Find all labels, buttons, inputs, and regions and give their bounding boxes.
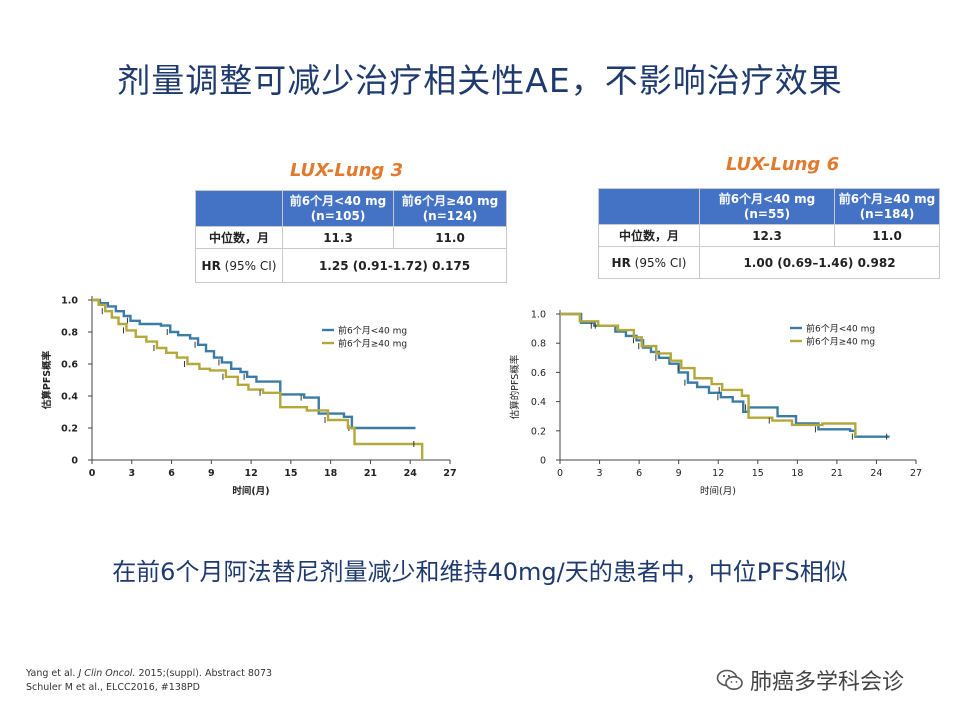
col2-n: (n=124) (422, 208, 478, 223)
col1-n: (n=55) (743, 206, 791, 221)
legend-label: 前6个月<40 mg (338, 325, 407, 337)
hr-label-rest: (95% CI) (630, 255, 687, 270)
table-header-col2: 前6个月≥40 mg (n=124) (393, 190, 507, 227)
stats-table-lux-lung-3: 前6个月<40 mg (n=105) 前6个月≥40 mg (n=124) 中位… (195, 190, 507, 283)
x-tick-label: 18 (324, 468, 338, 479)
y-tick-label: 0 (540, 456, 546, 467)
stats-table-lux-lung-6: 前6个月<40 mg (n=55) 前6个月≥40 mg (n=184) 中位数… (598, 188, 940, 279)
reference-2: Schuler M et al., ELCC2016, #138PD (26, 682, 200, 693)
series-line (92, 298, 424, 460)
page-title: 剂量调整可减少治疗相关性AE，不影响治疗效果 (117, 61, 843, 100)
hr-row-label: HR (95% CI) (195, 248, 283, 283)
hr-label-bold: HR (611, 255, 631, 270)
y-tick-label: 0.8 (61, 328, 78, 339)
x-tick-label: 18 (791, 468, 803, 479)
median-value-col1: 12.3 (699, 224, 835, 247)
y-tick-label: 0 (71, 456, 78, 467)
series-line (560, 312, 857, 437)
x-tick-label: 24 (404, 468, 418, 479)
y-tick-label: 0.6 (61, 360, 78, 371)
table-header-col1: 前6个月<40 mg (n=105) (282, 190, 394, 227)
y-tick-label: 0.2 (531, 426, 546, 437)
median-value-col2: 11.0 (834, 224, 940, 247)
x-tick-label: 3 (128, 468, 135, 479)
median-row-label: 中位数，月 (598, 224, 700, 247)
brand-name: 肺癌多学科会诊 (750, 670, 905, 695)
x-tick-label: 21 (831, 468, 843, 479)
summary-text: 在前6个月阿法替尼剂量减少和维持40mg/天的患者中，中位PFS相似 (112, 558, 848, 586)
col2-label: 前6个月≥40 mg (401, 193, 499, 208)
hr-value: 1.00 (0.69–1.46) 0.982 (699, 246, 940, 279)
y-axis-label: 估算PFS概率 (41, 350, 53, 410)
hr-label-bold: HR (201, 258, 221, 273)
series-line (92, 298, 416, 430)
x-tick-label: 15 (752, 468, 764, 479)
x-tick-label: 0 (557, 468, 563, 479)
x-tick-label: 27 (443, 468, 456, 479)
brand-watermark: 肺癌多学科会诊 (716, 664, 904, 696)
x-tick-label: 9 (676, 468, 682, 479)
col1-label: 前6个月<40 mg (718, 191, 816, 206)
table-header-col1: 前6个月<40 mg (n=55) (699, 188, 835, 225)
y-tick-label: 1.0 (61, 296, 78, 307)
ref1-journal: J Clin Oncol. (78, 668, 136, 679)
ref1-suffix: 2015;(suppl). Abstract 8073 (135, 668, 273, 679)
study-name-lux-lung-6: LUX-Lung 6 (726, 154, 840, 175)
legend-label: 前6个月<40 mg (806, 323, 875, 335)
x-tick-label: 0 (89, 468, 96, 479)
x-axis-label: 时间(月) (700, 485, 736, 497)
wechat-icon (716, 669, 743, 690)
y-tick-label: 0.6 (531, 368, 546, 379)
x-tick-label: 15 (284, 468, 297, 479)
col2-label: 前6个月≥40 mg (838, 191, 936, 206)
x-tick-label: 27 (910, 468, 922, 479)
hr-label-rest: (95% CI) (220, 258, 277, 273)
hr-row-label: HR (95% CI) (598, 246, 700, 279)
table-header-blank (195, 190, 283, 227)
legend-label: 前6个月≥40 mg (338, 338, 407, 350)
x-tick-label: 3 (597, 468, 603, 479)
study-name-lux-lung-3: LUX-Lung 3 (290, 160, 404, 181)
ref1-prefix: Yang et al. (26, 668, 79, 679)
x-tick-label: 6 (168, 468, 175, 479)
table-header-col2: 前6个月≥40 mg (n=184) (834, 188, 940, 225)
median-value-col2: 11.0 (393, 226, 507, 249)
reference-1: Yang et al. J Clin Oncol. 2015;(suppl). … (26, 667, 272, 681)
series-line (560, 312, 890, 438)
median-row-label: 中位数，月 (195, 226, 283, 249)
col2-n: (n=184) (859, 206, 915, 221)
y-tick-label: 0.2 (61, 424, 78, 435)
y-tick-label: 1.0 (531, 310, 546, 321)
col1-n: (n=105) (310, 208, 366, 223)
km-chart-lux-lung-3: 0 3 6 9 12 15 18 21 24 27 0 0.2 0.4 0.6 0.8 1.0 时间(月) 估算P… (41, 296, 457, 498)
x-tick-label: 9 (208, 468, 215, 479)
x-tick-label: 12 (712, 468, 724, 479)
table-header-blank (598, 188, 700, 225)
y-tick-label: 0.8 (531, 339, 546, 350)
x-tick-label: 21 (364, 468, 377, 479)
x-tick-label: 24 (870, 468, 882, 479)
x-tick-label: 12 (244, 468, 257, 479)
hr-value: 1.25 (0.91-1.72) 0.175 (282, 248, 507, 283)
y-tick-label: 0.4 (61, 392, 78, 403)
col1-label: 前6个月<40 mg (289, 193, 387, 208)
y-tick-label: 0.4 (531, 397, 546, 408)
km-chart-lux-lung-6: 0 3 6 9 12 15 18 21 24 27 0 0.2 0.4 0.6 0.8 1.0 时间(月) 估算的… (509, 310, 922, 498)
median-value-col1: 11.3 (282, 226, 394, 249)
x-axis-label: 时间(月) (232, 485, 269, 497)
legend-label: 前6个月≥40 mg (806, 336, 875, 348)
references: Yang et al. J Clin Oncol. 2015;(suppl). … (26, 667, 272, 695)
x-tick-label: 6 (636, 468, 642, 479)
y-axis-label: 估算的PFS概率 (509, 354, 521, 419)
